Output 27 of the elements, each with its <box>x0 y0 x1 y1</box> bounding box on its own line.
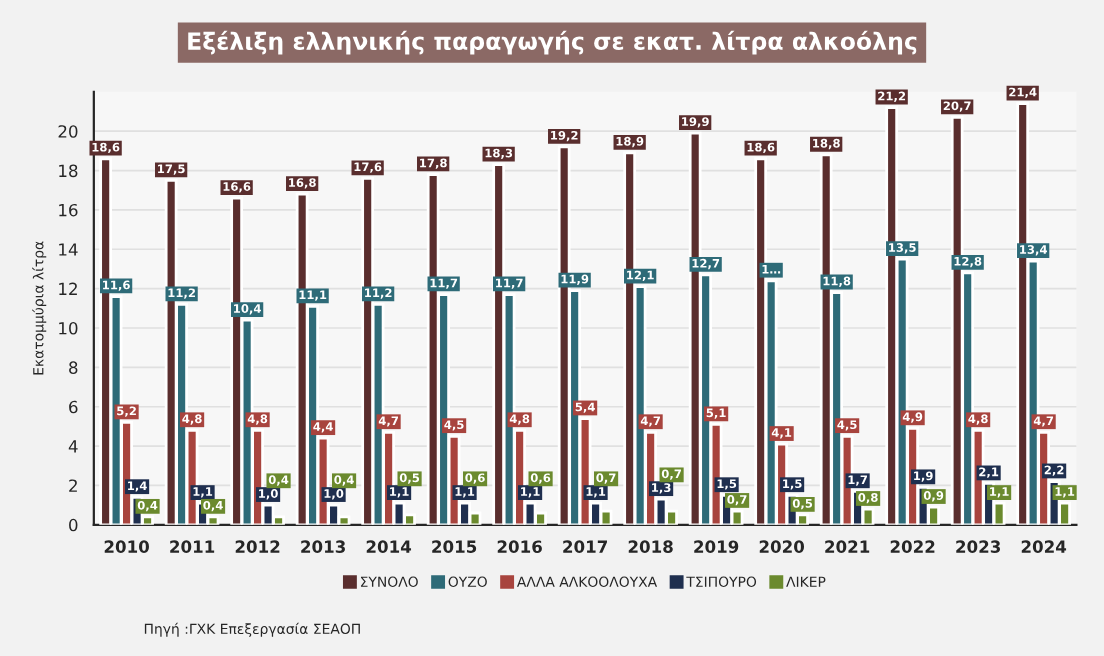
y-tick-label: 2 <box>69 479 77 492</box>
x-tick-label: 2015 <box>432 540 477 553</box>
y-tick-label: 4 <box>68 440 78 453</box>
y-tick-label: 6 <box>69 400 78 414</box>
x-tick-label: 2022 <box>890 540 935 553</box>
x-tick-label: 2024 <box>1021 540 1067 553</box>
chart-title: Εξέλιξη ελληνικής παραγωγής σε εκατ. λίτρα αλκοόλης <box>188 30 917 55</box>
x-tick-label: 2011 <box>170 540 215 553</box>
x-tick-label: 2023 <box>956 540 1001 553</box>
x-tick-label: 2014 <box>366 540 412 553</box>
x-tick-label: 2019 <box>694 540 739 553</box>
x-tick-label: 2020 <box>759 540 805 553</box>
y-tick-label: 12 <box>59 282 77 295</box>
x-tick-label: 2012 <box>235 540 280 553</box>
y-tick-label: 10 <box>59 321 78 335</box>
x-tick-label: 2010 <box>104 540 149 553</box>
y-tick-label: 16 <box>59 203 78 217</box>
x-tick-label: 2016 <box>497 540 542 553</box>
y-tick-label: 0 <box>69 518 78 532</box>
x-tick-label: 2017 <box>563 540 607 553</box>
y-tick-label: 8 <box>69 361 78 374</box>
x-tick-label: 2021 <box>825 540 870 553</box>
y-tick-label: 18 <box>59 164 78 178</box>
y-tick-label: 20 <box>58 125 78 138</box>
x-tick-label: 2013 <box>301 540 345 553</box>
x-tick-label: 2018 <box>628 540 673 553</box>
y-tick-label: 14 <box>59 243 78 256</box>
